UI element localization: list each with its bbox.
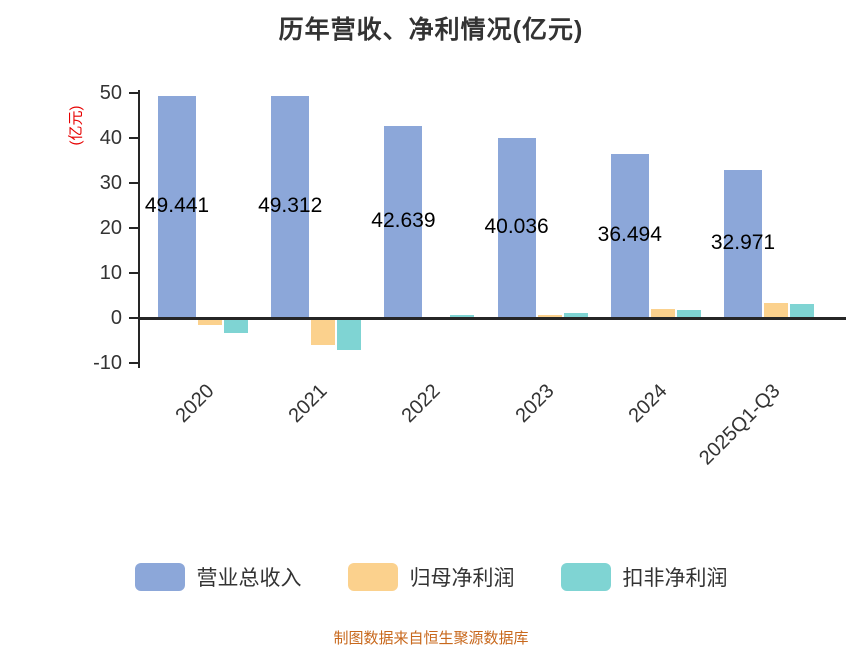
bar-series1-2023 [537,315,562,318]
bar-series2-2024 [676,309,701,318]
x-axis-label: 2025Q1-Q3 [695,380,785,470]
y-tick [129,362,138,364]
x-axis-label: 2023 [511,380,559,428]
bar-series0-2023 [497,137,536,318]
legend-item-non-gaap-profit: 扣非净利润 [560,562,728,592]
y-axis-line [138,90,140,368]
bar-value-label: 49.441 [144,193,210,217]
bar-series1-2025Q1-Q3 [764,303,788,318]
legend-swatch-net-profit [347,563,398,591]
bar-series2-2020 [224,318,248,333]
y-tick [129,227,138,229]
y-tick-label: 50 [99,82,122,104]
x-axis-line [138,317,846,320]
x-axis-label: 2021 [284,380,332,428]
data-source-note: 制图数据来自恒生聚源数据库 [333,630,529,647]
bar-series2-2021 [337,318,362,350]
bar-value-label: 49.312 [258,194,323,218]
bar-series1-2024 [650,309,675,318]
bar-series0-2022 [384,126,423,318]
y-tick-label: 20 [99,217,122,239]
bar-series2-2025Q1-Q3 [790,303,814,318]
bar-series2-2022 [450,315,475,318]
x-axis-label: 2020 [171,380,219,428]
legend-label-non-gaap-profit: 扣非净利润 [622,567,728,590]
legend-swatch-total-revenue [134,563,185,591]
bar-series0-2020 [158,95,196,318]
y-tick [129,272,138,274]
y-tick-label: 40 [99,127,122,149]
y-tick [129,92,138,94]
legend-label-net-profit: 归母净利润 [409,567,515,590]
x-axis-label: 2024 [624,380,672,428]
y-tick-label: -10 [93,352,122,374]
bar-series0-2024 [610,153,649,318]
legend: 营业总收入 归母净利润 扣非净利润 [0,562,862,592]
bar-value-label: 42.639 [371,209,436,233]
legend-swatch-non-gaap-profit [560,563,611,591]
chart-title: 历年营收、净利情况(亿元) [278,16,584,44]
bar-series1-2020 [198,318,222,325]
bar-series0-2025Q1-Q3 [724,169,762,318]
bar-series2-2023 [563,313,588,318]
y-tick-label: 0 [110,307,122,329]
bar-value-label: 32.971 [710,230,776,254]
bar-value-label: 40.036 [484,214,549,238]
y-tick [129,137,138,139]
y-tick-label: 30 [99,172,122,194]
y-tick [129,182,138,184]
x-axis-label: 2022 [397,380,445,428]
bar-series0-2021 [271,96,310,318]
y-tick [129,317,138,319]
y-tick-label: 10 [99,262,122,284]
bar-series1-2021 [311,318,336,345]
bar-value-label: 36.494 [597,222,662,246]
legend-item-total-revenue: 营业总收入 [134,562,302,592]
legend-label-total-revenue: 营业总收入 [196,567,302,590]
legend-item-net-profit: 归母净利润 [347,562,515,592]
